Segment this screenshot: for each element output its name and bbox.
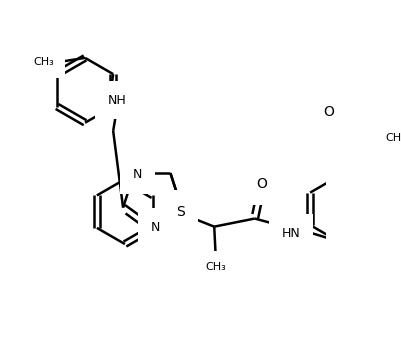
Text: N: N (132, 168, 142, 181)
Text: CH₃: CH₃ (205, 262, 226, 272)
Text: NH: NH (107, 94, 126, 106)
Text: N: N (173, 203, 182, 216)
Text: CH₃: CH₃ (384, 133, 401, 143)
Text: O: O (255, 177, 266, 191)
Text: O: O (322, 105, 333, 119)
Text: HN: HN (281, 227, 300, 240)
Text: N: N (150, 221, 160, 234)
Text: CH₃: CH₃ (33, 57, 54, 67)
Text: S: S (175, 205, 184, 219)
